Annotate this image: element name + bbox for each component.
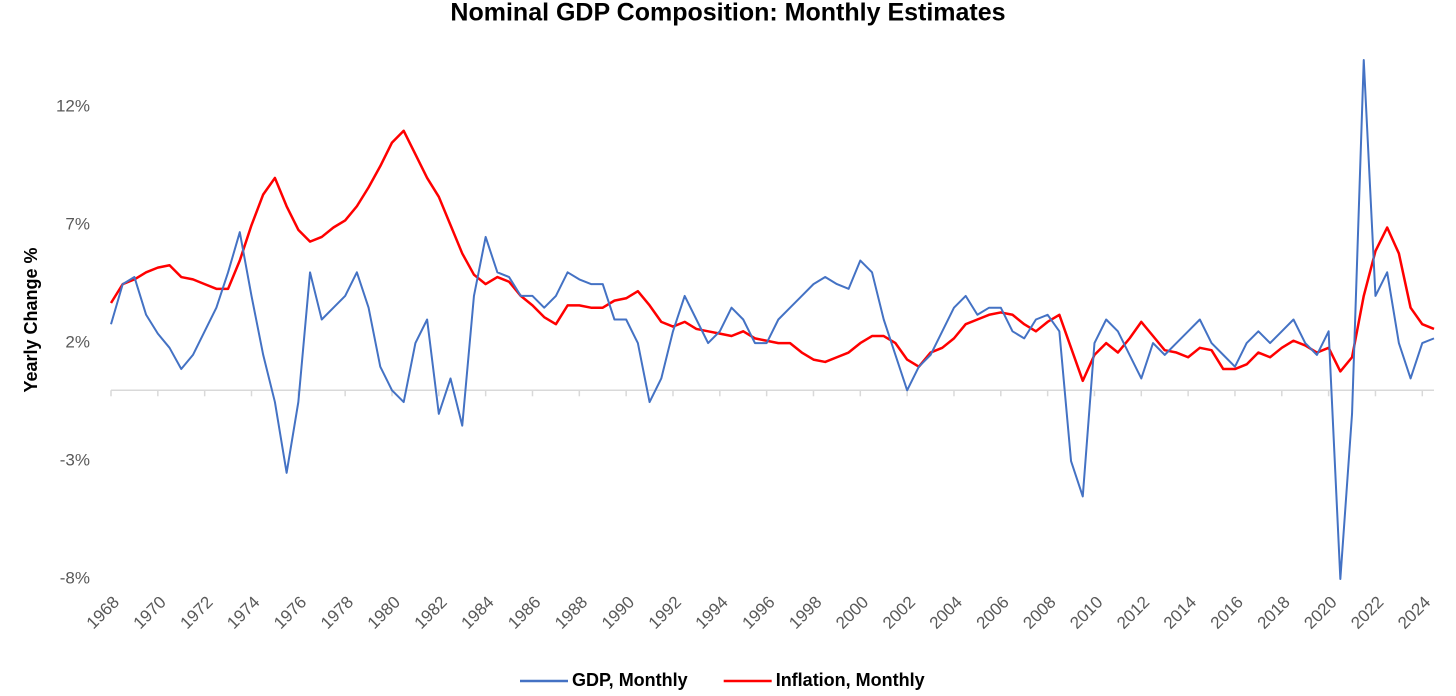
x-tick-label: 1996 xyxy=(738,593,778,633)
x-tick-label: 1974 xyxy=(223,593,263,633)
series-line xyxy=(109,129,1435,383)
x-tick-label: 2020 xyxy=(1300,593,1340,633)
x-tick-label: 1988 xyxy=(551,593,591,633)
x-tick-label: 1986 xyxy=(504,593,544,633)
legend-label: Inflation, Monthly xyxy=(776,670,925,690)
x-tick-label: 2004 xyxy=(926,593,966,633)
series-line xyxy=(110,59,1435,580)
x-tick-label: 2002 xyxy=(879,593,919,633)
x-tick-label: 2006 xyxy=(973,593,1013,633)
y-axis-label: Yearly Change % xyxy=(21,247,41,392)
x-tick-label: 2018 xyxy=(1254,593,1294,633)
x-tick-label: 1978 xyxy=(317,593,357,633)
x-tick-label: 1980 xyxy=(364,593,404,633)
x-tick-label: 1992 xyxy=(645,593,685,633)
y-tick-label: 12% xyxy=(56,97,90,116)
x-tick-label: 2000 xyxy=(832,593,872,633)
x-tick-label: 2014 xyxy=(1160,593,1200,633)
x-tick-label: 2010 xyxy=(1066,593,1106,633)
legend-label: GDP, Monthly xyxy=(572,670,688,690)
x-tick-label: 2016 xyxy=(1207,593,1247,633)
x-tick-label: 1990 xyxy=(598,593,638,633)
x-tick-label: 2008 xyxy=(1019,593,1059,633)
y-tick-label: 2% xyxy=(65,333,90,352)
x-tick-label: 1982 xyxy=(411,593,451,633)
y-tick-label: -3% xyxy=(60,451,90,470)
x-tick-label: 1976 xyxy=(270,593,310,633)
x-tick-label: 2012 xyxy=(1113,593,1153,633)
y-tick-label: -8% xyxy=(60,568,90,587)
chart-title: Nominal GDP Composition: Monthly Estimat… xyxy=(450,0,1005,27)
x-tick-label: 1994 xyxy=(692,593,732,633)
y-tick-label: 7% xyxy=(65,215,90,234)
x-tick-label: 2022 xyxy=(1347,593,1387,633)
x-tick-label: 1968 xyxy=(83,593,123,633)
x-tick-label: 2024 xyxy=(1394,593,1434,633)
x-tick-label: 1970 xyxy=(130,593,170,633)
x-tick-label: 1984 xyxy=(457,593,497,633)
x-tick-label: 1998 xyxy=(785,593,825,633)
x-tick-label: 1972 xyxy=(176,593,216,633)
